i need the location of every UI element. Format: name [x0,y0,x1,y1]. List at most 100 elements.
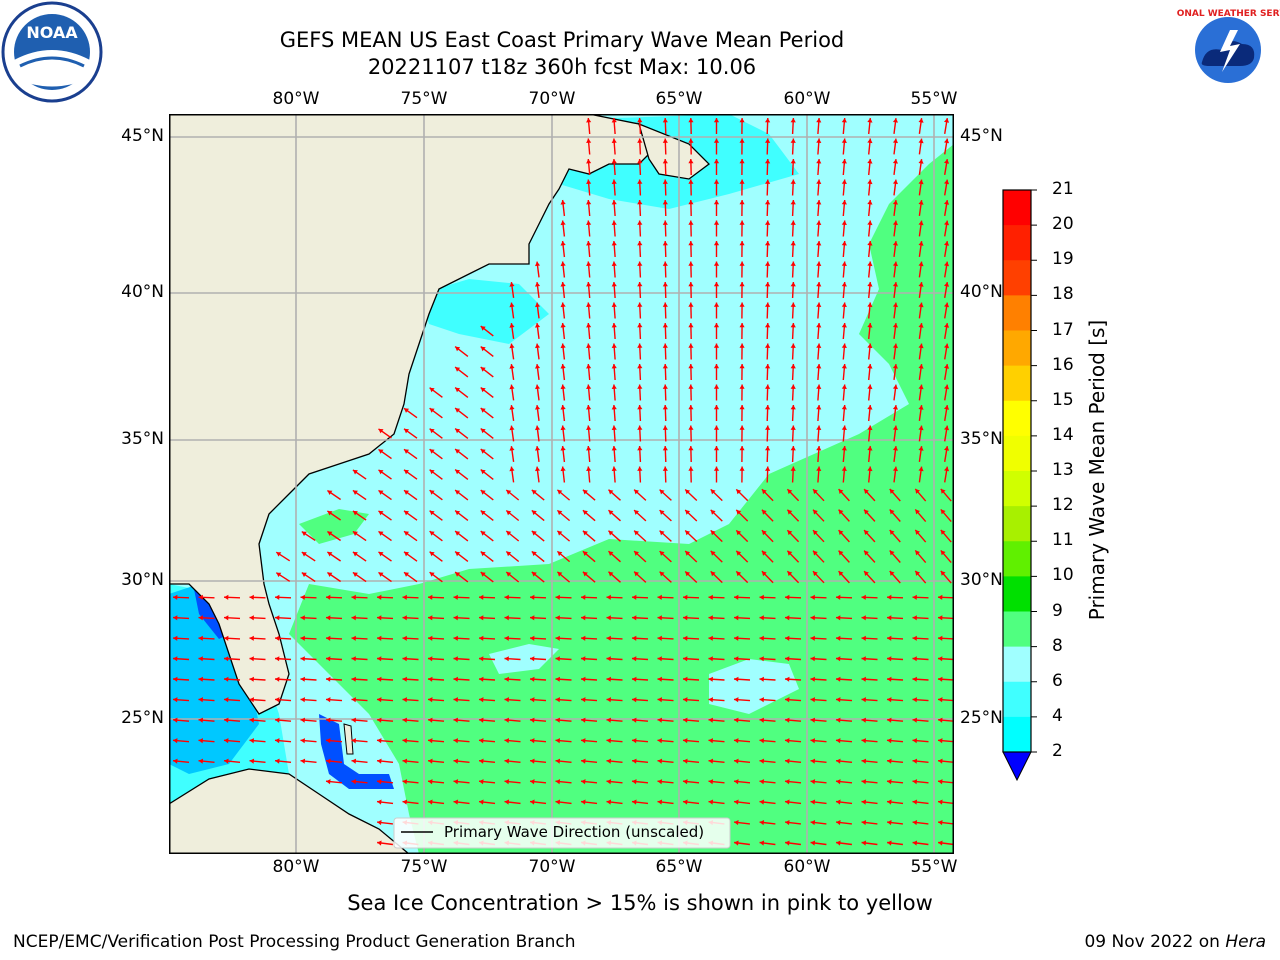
wave-arrow-head [864,571,869,576]
colorbar-segment [1003,611,1031,648]
wave-arrow-head [841,159,847,164]
wave-arrow-head [453,615,458,621]
wave-arrow-head [637,425,643,430]
wave-arrow-head [455,490,461,495]
wave-arrow-head [938,717,943,723]
wave-arrow-head [836,656,841,662]
wave-arrow-head [404,551,409,557]
wave-arrow-head [378,572,384,577]
wave-arrow-head [813,550,818,556]
wave-arrow-head [479,656,484,662]
wave-arrow-head [915,488,920,494]
wave-arrow-head [918,384,924,390]
wave-arrow-head [586,405,592,410]
wave-arrow-head [861,697,866,703]
wave-arrow-head [892,179,898,185]
wave-arrow-head [734,758,739,764]
wave-arrow-head [790,323,796,328]
wave-arrow-head [428,594,433,600]
wave-arrow-head [918,425,924,431]
wave-arrow-head [662,446,668,451]
wave-arrow-head [480,367,486,372]
colorbar-segment [1003,576,1031,612]
wave-arrow-head [555,779,561,785]
period-9-10-patch [299,509,369,544]
wave-arrow-head [734,840,739,846]
wave-arrow-head [662,261,668,266]
wave-arrow-head [864,489,869,494]
wave-arrow-head [429,490,435,495]
wave-arrow-head [582,571,588,577]
wave-arrow-head [480,449,486,454]
wave-arrow-head [479,717,484,723]
wave-arrow-head [455,367,461,372]
wave-arrow-head [841,364,847,369]
wave-arrow-head [198,615,203,621]
wave-arrow-head [453,676,458,682]
wave-arrow-head [892,446,898,451]
wave-arrow-head [841,282,847,287]
wave-arrow-head [560,282,566,287]
period-8-patch-coast [419,279,549,344]
wave-arrow-head [892,466,898,472]
wave-arrow-head [404,469,409,475]
wave-arrow-head [912,697,917,703]
wave-arrow-head [759,717,764,723]
wave-arrow-head [377,738,382,744]
wave-arrow-head [813,489,818,495]
wave-arrow-head [404,428,409,434]
wave-arrow-head [940,529,946,535]
wave-arrow-head [352,490,358,495]
wave-arrow-head [938,799,943,805]
lat-tick-left-30n: 30°N [121,570,164,590]
wave-arrow-head [785,615,790,621]
colorbar-tick-label: 6 [1052,670,1063,691]
wave-arrow-head [836,594,841,600]
wave-arrow-head [787,550,793,556]
wave-arrow-head [632,676,637,682]
wave-arrow-head [637,241,643,246]
wave-arrow-head [327,490,333,495]
wave-arrow-head [734,676,739,682]
wave-arrow-head [506,510,512,516]
land-cuba [169,768,411,854]
wave-arrow-head [480,531,486,536]
wave-arrow-head [867,138,873,144]
wave-arrow-head [662,466,668,471]
wave-arrow-head [327,552,333,557]
footer-date-text: 09 Nov 2022 on [1084,932,1226,952]
wave-arrow-head [637,466,643,471]
wave-arrow-head [326,717,331,723]
wave-arrow-head [867,302,873,308]
colorbar-tick-label: 17 [1052,319,1074,340]
wave-arrow-head [611,302,617,307]
wave-arrow-head [790,179,796,184]
footer-host: Hera [1225,932,1266,952]
wave-arrow-head [275,697,280,703]
wave-arrow-head [940,550,946,556]
wave-arrow-head [892,405,898,410]
wave-arrow-head [816,302,822,307]
wave-arrow-head [173,676,178,682]
wave-arrow-head [455,428,461,434]
wave-arrow-head [739,384,745,389]
wave-arrow-head [479,676,484,682]
wave-arrow-head [351,758,357,764]
wave-arrow-head [611,405,617,410]
wave-arrow-head [662,425,668,430]
wave-arrow-head [708,656,713,662]
colorbar-tick-label: 10 [1052,565,1074,586]
wave-arrow-head [300,594,305,600]
wave-arrow-head [611,466,617,471]
wave-arrow-head [634,551,639,556]
colorbar-tick-label: 19 [1052,249,1074,270]
wave-arrow-head [739,466,745,471]
wave-arrow-head [377,840,382,846]
wave-arrow-head [736,509,742,515]
wave-arrow-head [765,220,771,225]
wave-arrow-head [759,840,765,846]
wave-arrow-head [611,323,617,328]
wave-arrow-head [759,615,764,621]
wave-arrow-head [944,261,950,267]
wave-arrow-head [504,676,509,682]
